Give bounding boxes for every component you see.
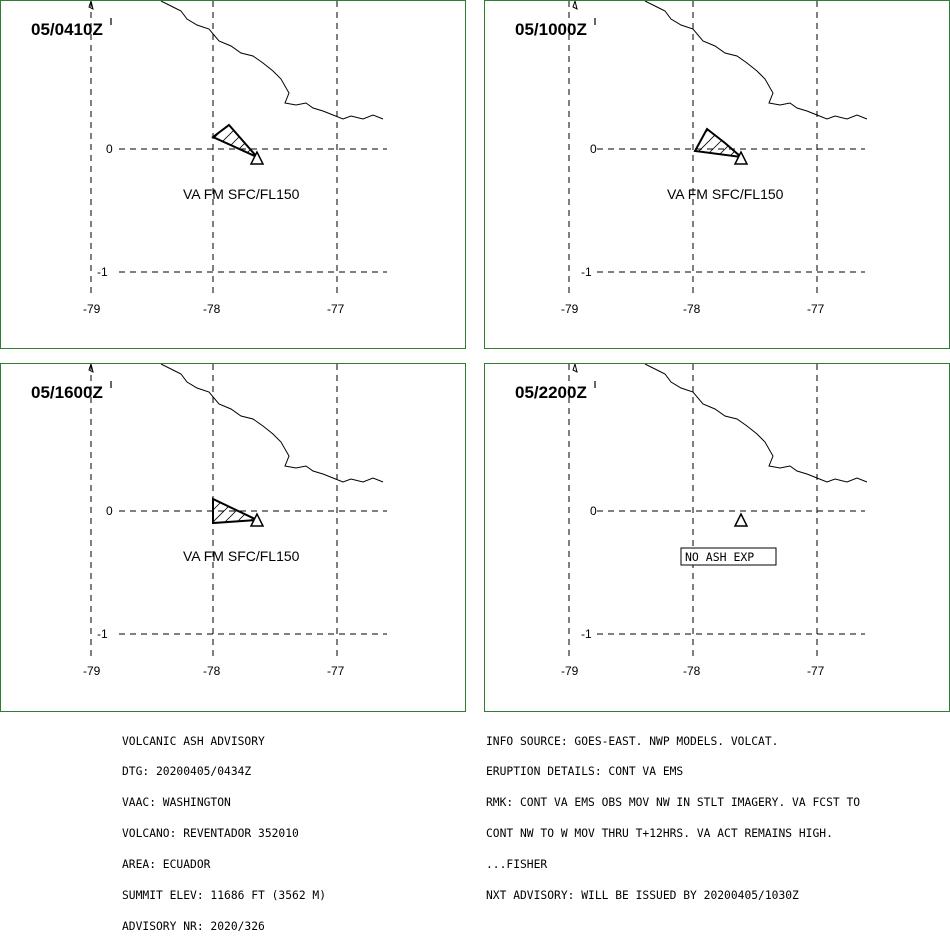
ash-cloud-polygon (693, 127, 745, 159)
advisory-line: SUMMIT ELEV: 11686 FT (3562 M) (122, 889, 327, 903)
advisory-remarks-block: INFO SOURCE: GOES-EAST. NWP MODELS. VOLC… (486, 716, 860, 912)
volcano-icon (733, 512, 749, 527)
coastline (88, 364, 384, 483)
advisory-line: DTG: 20200405/0434Z (122, 765, 252, 779)
grid (568, 364, 865, 659)
advisory-line: VOLCANO: REVENTADOR 352010 (122, 827, 299, 841)
map-panel-2: 05/1000Z -79 -78 -77 0 -1 VA FM SFC/FL15… (515, 1, 868, 316)
coastline (572, 364, 868, 483)
advisory-line: ERUPTION DETAILS: CONT VA EMS (486, 765, 684, 779)
map-panel-4: 05/2200Z -79 -78 -77 0 -1 NO ASH EXP (515, 364, 868, 678)
va-level-label: VA FM SFC/FL150 (183, 186, 300, 202)
advisory-line: VOLCANIC ASH ADVISORY (122, 734, 265, 748)
advisory-line: CONT NW TO W MOV THRU T+12HRS. VA ACT RE… (486, 827, 833, 841)
forecast-panel-2: 05/1000Z -79 -78 -77 0 -1 VA FM SFC/FL15… (484, 0, 950, 349)
va-level-label: VA FM SFC/FL150 (667, 186, 784, 202)
advisory-line: NXT ADVISORY: WILL BE ISSUED BY 20200405… (486, 889, 799, 903)
va-level-label: VA FM SFC/FL150 (183, 548, 300, 564)
lon-tick-label: -77 (327, 664, 345, 678)
volcano-icon (249, 512, 265, 527)
no-ash-box (680, 547, 777, 566)
lon-tick-label: -78 (203, 302, 221, 316)
forecast-panel-1: 05/0410Z -79 -78 -77 0 -1 VA FM SFC/FL15… (0, 0, 466, 349)
lon-tick-label: -78 (683, 302, 701, 316)
grid (568, 1, 865, 296)
forecast-panel-3: 05/1600Z -79 -78 -77 0 -1 VA FM SFC/FL15… (0, 363, 466, 712)
lon-tick-label: -79 (561, 302, 579, 316)
lon-tick-label: -79 (561, 664, 579, 678)
coastline (572, 1, 868, 120)
lon-tick-label: -78 (203, 664, 221, 678)
lat-tick-label: -1 (581, 627, 592, 641)
advisory-header-block: VOLCANIC ASH ADVISORY DTG: 20200405/0434… (122, 716, 326, 943)
forecast-panel-4: 05/2200Z -79 -78 -77 0 -1 NO ASH EXP (484, 363, 950, 712)
advisory-line: ...FISHER (486, 858, 548, 872)
coastline (88, 1, 384, 120)
map-panel-1: 05/0410Z -79 -78 -77 0 -1 VA FM SFC/FL15… (31, 1, 387, 316)
advisory-line: RMK: CONT VA EMS OBS MOV NW IN STLT IMAG… (486, 796, 861, 810)
forecast-time-label: 05/2200Z (515, 383, 587, 402)
lon-tick-label: -79 (83, 302, 101, 316)
advisory-line: INFO SOURCE: GOES-EAST. NWP MODELS. VOLC… (486, 734, 779, 748)
volcano-icon (249, 150, 265, 165)
lat-tick-label: 0 (106, 504, 113, 518)
lat-tick-label: 0 (106, 142, 113, 156)
advisory-line: ADVISORY NR: 2020/326 (122, 919, 265, 933)
lon-tick-label: -77 (807, 302, 825, 316)
forecast-time-label: 05/1600Z (31, 383, 103, 402)
grid (90, 364, 387, 659)
no-ash-label: NO ASH EXP (685, 550, 754, 564)
map-panel-3: 05/1600Z -79 -78 -77 0 -1 VA FM SFC/FL15… (31, 364, 387, 678)
lon-tick-label: -77 (807, 664, 825, 678)
advisory-line: VAAC: WASHINGTON (122, 796, 231, 810)
advisory-line: AREA: ECUADOR (122, 858, 211, 872)
volcano-icon (733, 150, 749, 165)
grid (90, 1, 387, 296)
lat-tick-label: -1 (97, 627, 108, 641)
lat-tick-label: 0 (590, 504, 597, 518)
lat-tick-label: -1 (581, 265, 592, 279)
lon-tick-label: -78 (683, 664, 701, 678)
lon-tick-label: -79 (83, 664, 101, 678)
forecast-time-label: 05/0410Z (31, 20, 103, 39)
lat-tick-label: -1 (97, 265, 108, 279)
lon-tick-label: -77 (327, 302, 345, 316)
forecast-time-label: 05/1000Z (515, 20, 587, 39)
lat-tick-label: 0 (590, 142, 597, 156)
